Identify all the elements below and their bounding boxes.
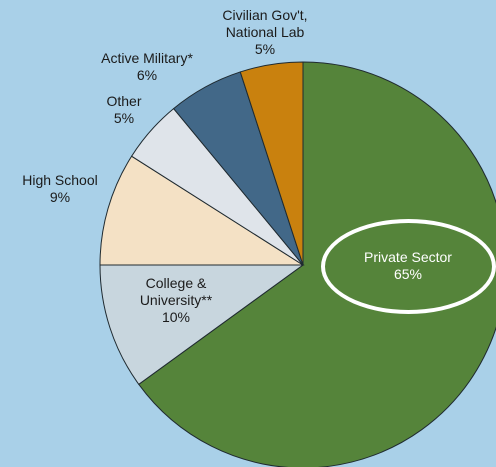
pie-label-civilian-gov-national-lab: Civilian Gov't, National Lab 5% <box>222 7 308 57</box>
pie-label-college-university: College & University** 10% <box>139 275 213 325</box>
pie-slice-private-sector <box>138 61 496 467</box>
pie-label-other: Other 5% <box>106 93 142 126</box>
pie-slice-high-school <box>99 155 305 266</box>
private-sector-highlight-ring <box>321 219 496 314</box>
pie-slice-college <box>99 264 305 386</box>
pie-label-active-military: Active Military* 6% <box>101 50 193 83</box>
pie-slice-civilian-gov-t <box>239 61 304 266</box>
pie-label-high-school: High School 9% <box>22 172 98 205</box>
